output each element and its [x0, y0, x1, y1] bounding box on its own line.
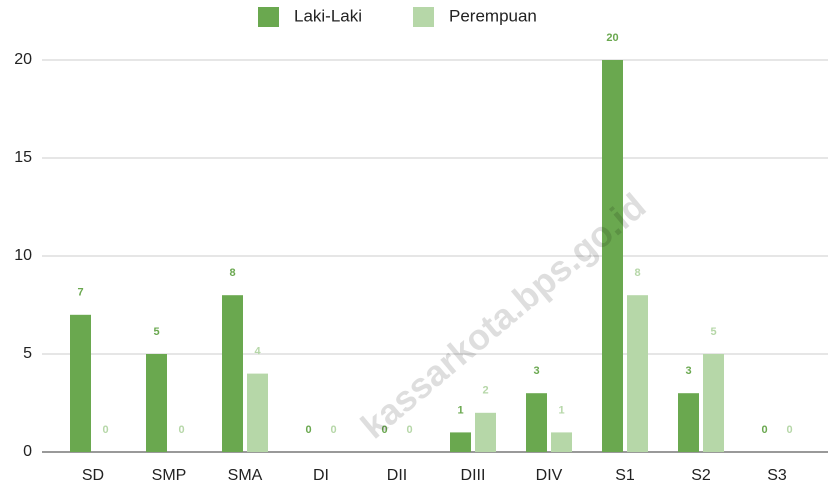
y-tick-label: 20 [14, 51, 32, 68]
value-label: 0 [786, 424, 792, 436]
value-label: 1 [558, 404, 564, 416]
x-tick-label: DII [387, 467, 407, 484]
bar [602, 60, 623, 452]
bar [450, 432, 471, 452]
bar [247, 373, 268, 452]
y-tick-label: 10 [14, 247, 32, 264]
legend-swatch [413, 7, 434, 27]
x-tick-label: S2 [691, 467, 711, 484]
value-label: 5 [153, 326, 159, 338]
x-tick-label: S3 [767, 467, 787, 484]
x-tick-label: S1 [615, 467, 635, 484]
bar [70, 314, 91, 452]
bar [551, 432, 572, 452]
value-label: 0 [381, 424, 387, 436]
bar [475, 412, 496, 452]
value-label: 0 [102, 424, 108, 436]
x-tick-label: SMA [228, 467, 263, 484]
y-tick-label: 15 [14, 149, 32, 166]
value-label: 0 [330, 424, 336, 436]
value-label: 0 [761, 424, 767, 436]
x-tick-label: DI [313, 467, 329, 484]
y-tick-label: 0 [23, 443, 32, 460]
value-label: 3 [685, 365, 691, 377]
value-label: 0 [406, 424, 412, 436]
value-label: 3 [533, 365, 539, 377]
y-tick-label: 5 [23, 345, 32, 362]
value-label: 8 [229, 267, 235, 279]
value-label: 0 [178, 424, 184, 436]
value-label: 8 [634, 267, 640, 279]
legend-swatch [258, 7, 279, 27]
value-label: 1 [457, 404, 463, 416]
value-label: 20 [606, 32, 618, 44]
bar [627, 295, 648, 452]
bar [526, 393, 547, 452]
x-tick-label: DIII [461, 467, 486, 484]
value-label: 7 [77, 287, 83, 299]
value-label: 4 [254, 346, 261, 358]
bar [222, 295, 243, 452]
x-tick-label: DIV [536, 467, 563, 484]
x-tick-label: SMP [152, 467, 187, 484]
legend-label: Laki-Laki [294, 6, 362, 25]
value-label: 5 [710, 326, 716, 338]
legend-label: Perempuan [449, 6, 537, 25]
bar [703, 354, 724, 452]
x-tick-label: SD [82, 467, 104, 484]
value-label: 2 [482, 385, 488, 397]
bar [678, 393, 699, 452]
bar [146, 354, 167, 452]
value-label: 0 [305, 424, 311, 436]
